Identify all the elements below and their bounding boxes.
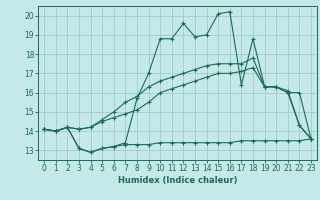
X-axis label: Humidex (Indice chaleur): Humidex (Indice chaleur) xyxy=(118,176,237,185)
